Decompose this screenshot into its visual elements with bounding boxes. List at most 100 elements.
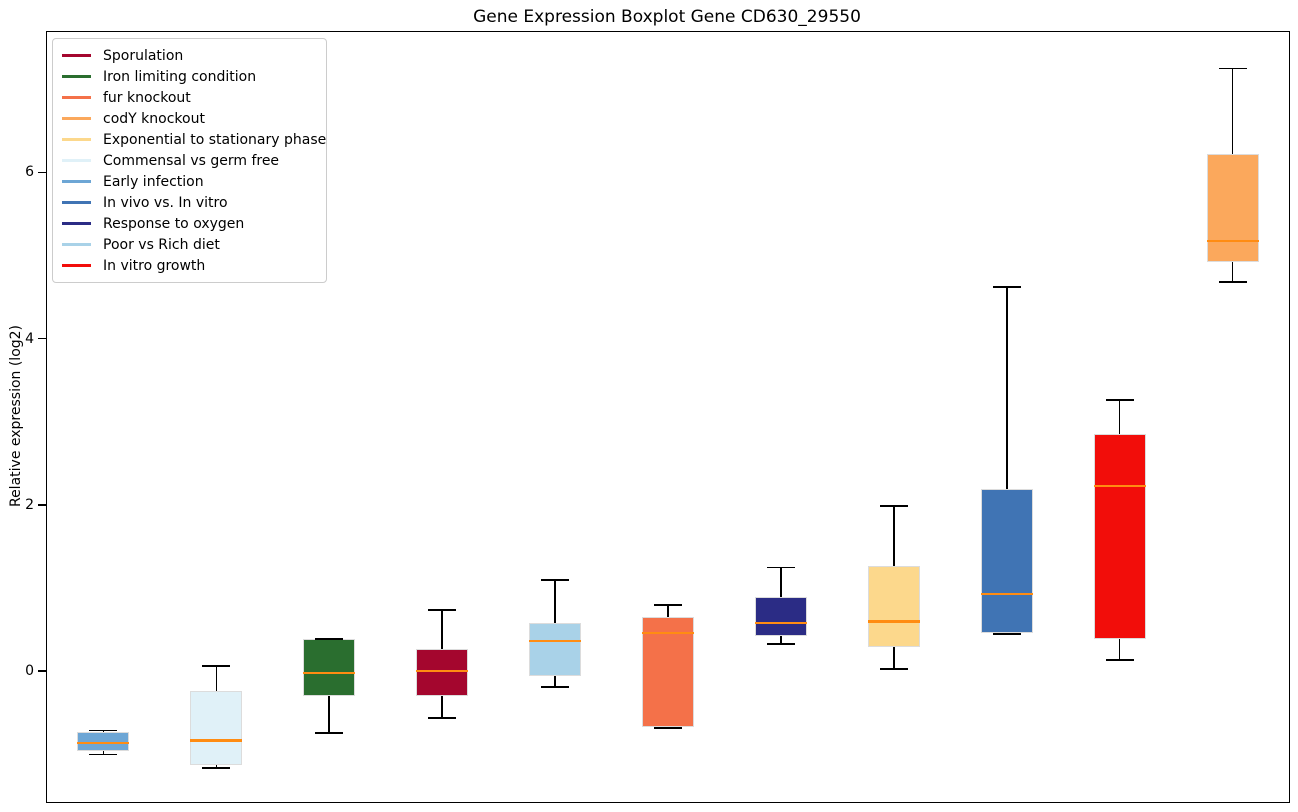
legend-item-fur-knockout: fur knockout [62,87,316,108]
box-in-vitro-growth [1093,434,1146,639]
chart-title: Gene Expression Boxplot Gene CD630_29550 [473,7,861,27]
whisker-cap-lower [89,753,118,756]
box-in-vivo-vs-in-vitro [980,489,1033,634]
y-tick-label: 6 [25,164,34,181]
whisker-upper [893,505,895,566]
median-line [416,669,469,672]
whisker-lower [554,676,556,688]
whisker-cap-upper [89,729,118,732]
y-tick-label: 2 [25,496,34,513]
whisker-cap-lower [541,686,570,689]
whisker-cap-upper [654,604,682,606]
legend-color-swatch [62,159,91,162]
legend-item-label: fur knockout [103,89,191,106]
median-line [190,739,243,742]
box-poor-vs-rich-diet [529,623,582,677]
legend-item-exponential-to-stationary-phase: Exponential to stationary phase [62,129,326,150]
whisker-cap-lower [879,668,908,670]
whisker-lower [102,751,105,755]
legend-item-early-infection: Early infection [62,171,316,192]
whisker-upper [667,604,669,618]
median-line [754,622,807,625]
legend-item-commensal-vs-germ-free: Commensal vs germ free [62,150,316,171]
whisker-upper [441,609,443,649]
whisker-upper [1005,287,1008,490]
legend-item-in-vitro-growth: In vitro growth [62,255,316,276]
legend: Sporulation Iron limiting condition fur kn… [52,38,327,283]
legend-item-label: codY knockout [103,110,205,127]
legend-color-swatch [62,75,91,78]
legend-color-swatch [62,264,91,267]
whisker-lower [1231,261,1234,283]
y-tick-mark [38,504,46,506]
box-commensal-vs-germ-free [190,691,243,765]
whisker-cap-lower [315,732,344,734]
whisker-cap-lower [992,633,1021,635]
whisker-lower [441,695,443,718]
legend-color-swatch [62,222,91,225]
whisker-upper [1118,400,1121,435]
whisker-cap-lower [1105,658,1134,661]
legend-item-label: In vivo vs. In vitro [103,194,228,211]
legend-item-label: Exponential to stationary phase [103,131,327,148]
whisker-cap-upper [992,286,1021,289]
whisker-cap-lower [1218,281,1247,284]
whisker-cap-upper [315,638,344,640]
legend-color-swatch [62,96,91,99]
whisker-lower [780,635,782,644]
box-iron-limiting-condition [303,639,356,696]
legend-item-cody-knockout: codY knockout [62,108,316,129]
whisker-upper [780,567,782,597]
legend-color-swatch [62,54,91,57]
whisker-cap-upper [879,505,908,507]
y-tick-mark [38,670,46,673]
legend-item-label: Poor vs Rich diet [103,236,220,253]
y-tick-label: 4 [25,330,34,347]
y-tick-mark [38,171,46,174]
whisker-upper [215,665,218,692]
median-line [77,741,130,745]
whisker-lower [893,646,895,669]
legend-item-label: Sporulation [103,47,184,64]
legend-item-poor-vs-rich-diet: Poor vs Rich diet [62,234,316,255]
box-exponential-to-stationary-phase [867,565,920,647]
whisker-upper [554,579,556,624]
whisker-cap-lower [428,717,457,719]
box-early-infection [77,732,130,752]
box-response-to-oxygen [754,596,807,636]
y-axis-label: Relative expression (log2) [8,324,24,508]
legend-item-label: Early infection [103,173,204,190]
median-line [980,593,1033,596]
whisker-cap-upper [766,566,795,569]
whisker-cap-upper [1218,67,1247,70]
median-line [303,672,356,675]
whisker-lower [215,764,218,768]
median-line [1206,239,1259,242]
y-tick-mark [38,337,46,340]
legend-color-swatch [62,117,91,120]
legend-color-swatch [62,243,91,246]
legend-item-response-to-oxygen: Response to oxygen [62,213,316,234]
whisker-upper [1231,68,1234,155]
legend-color-swatch [62,201,91,204]
legend-item-iron-limiting-condition: Iron limiting condition [62,66,316,87]
legend-item-label: Iron limiting condition [103,68,257,85]
whisker-cap-upper [541,579,570,581]
legend-item-in-vivo-vs-in-vitro: In vivo vs. In vitro [62,192,316,213]
whisker-cap-lower [766,643,795,645]
legend-color-swatch [62,180,91,183]
legend-item-sporulation: Sporulation [62,45,316,66]
legend-item-label: Commensal vs germ free [103,152,280,169]
legend-item-label: Response to oxygen [103,215,245,232]
median-line [642,632,694,635]
whisker-cap-upper [1105,399,1134,402]
whisker-cap-lower [202,767,231,769]
whisker-cap-lower [654,727,682,729]
plot-area [46,31,1290,803]
median-line [867,620,920,623]
whisker-lower [328,695,331,733]
legend-item-label: In vitro growth [103,257,206,274]
median-line [529,639,582,642]
legend-color-swatch [62,138,91,141]
